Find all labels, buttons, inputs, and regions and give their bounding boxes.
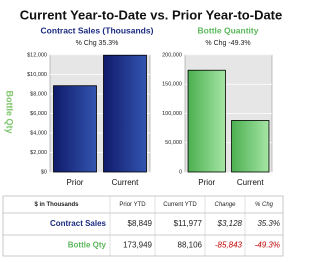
table-header: $ in Thousands xyxy=(34,202,79,208)
x-tick-label: Prior xyxy=(67,178,84,187)
table-frame xyxy=(2,195,284,257)
y-tick-label: 200,000 xyxy=(162,52,182,58)
y-tick-label: 150,000 xyxy=(162,82,182,88)
page-title: Current Year-to-Date vs. Prior Year-to-D… xyxy=(20,7,283,22)
table-cell: $3,128 xyxy=(217,219,243,228)
summary-table: $ in Thousands Prior YTD Current YTD Change… xyxy=(2,195,284,257)
chart-subtitle: % Chg -49.3% xyxy=(205,40,250,47)
dashboard: Current Year-to-Date vs. Prior Year-to-D… xyxy=(2,7,284,257)
y-tick-label: $8,000 xyxy=(30,91,47,97)
y-tick-label: $0 xyxy=(41,169,47,175)
bar xyxy=(53,85,97,173)
y-tick-label: $2,000 xyxy=(30,150,47,156)
table-cell: 88,106 xyxy=(178,241,203,250)
x-tick-label: Current xyxy=(112,178,139,187)
table-header: % Chg xyxy=(255,202,274,208)
y-tick-label: $10,000 xyxy=(27,72,47,78)
page: {"title": "Current Year-to-Date vs. Prio… xyxy=(2,7,284,257)
table-cell: $11,977 xyxy=(174,219,203,228)
table-cell: $8,849 xyxy=(128,219,153,228)
table-header: Current YTD xyxy=(163,202,197,208)
table-cell: 173,949 xyxy=(123,241,152,250)
table-cell: 35.3% xyxy=(257,219,280,228)
bar xyxy=(187,69,226,173)
table-cell: -49.3% xyxy=(255,241,280,250)
row-label: Bottle Qty xyxy=(68,241,107,250)
bar xyxy=(103,54,147,173)
chart-title: Contract Sales (Thousands) xyxy=(41,25,154,35)
x-tick-label: Current xyxy=(237,178,264,187)
y-tick-label: $6,000 xyxy=(30,111,47,117)
table-header: Change xyxy=(214,202,236,208)
table-cell: -85,843 xyxy=(215,241,243,250)
side-label: Bottle Qty xyxy=(5,90,15,133)
y-tick-label: 0 xyxy=(179,169,182,175)
chart-subtitle: % Chg 35.3% xyxy=(76,40,119,47)
y-tick-label: $4,000 xyxy=(30,130,47,136)
bar xyxy=(231,120,270,173)
chart-title: Bottle Quantity xyxy=(198,25,259,35)
y-tick-label: $12,000 xyxy=(27,52,47,58)
row-label: Contract Sales xyxy=(50,219,107,228)
y-tick-label: 50,000 xyxy=(165,140,182,146)
y-tick-label: 100,000 xyxy=(162,111,182,117)
x-tick-label: Prior xyxy=(198,178,215,187)
table-header: Prior YTD xyxy=(119,202,146,208)
